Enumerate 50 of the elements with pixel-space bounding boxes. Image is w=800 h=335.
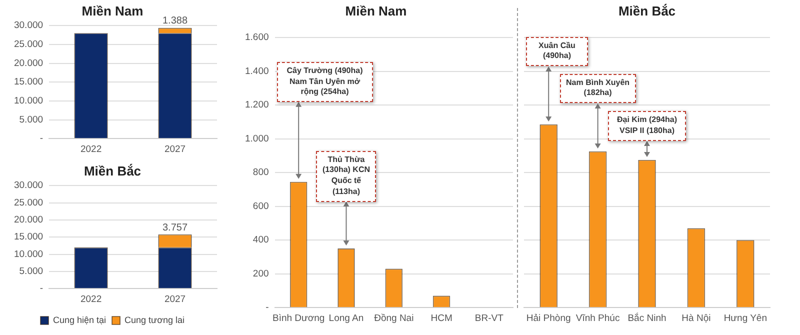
chart-title: Miền Nam xyxy=(345,3,407,18)
chart-title: Miền Bắc xyxy=(84,163,142,178)
y-tick-label: 1.000 xyxy=(244,133,269,144)
data-label: 3.757 xyxy=(162,222,188,234)
y-tick-label: 25.000 xyxy=(14,39,44,50)
x-tick-label: 2022 xyxy=(80,144,102,155)
chart-title: Miền Bắc xyxy=(618,3,676,18)
y-tick-label: 5.000 xyxy=(19,266,44,278)
note-box: Đại Kim (294ha) VSIP II (180ha) xyxy=(608,110,686,141)
y-tick-label: 200 xyxy=(252,268,269,280)
y-tick-label: 1.200 xyxy=(244,100,269,111)
x-tick-label: 2027 xyxy=(164,294,186,305)
note-box: Nam Bình Xuyên (182ha) xyxy=(560,74,636,104)
note-box: Xuân Cầu (490ha) xyxy=(526,36,588,66)
y-tick-label: 800 xyxy=(252,167,269,178)
y-tick-label: 20.000 xyxy=(14,214,44,226)
x-tick-label: Hải Phòng xyxy=(526,312,571,324)
legend-label: Cung hiện tại xyxy=(53,314,106,325)
y-tick-label: - xyxy=(40,133,44,144)
x-tick-label: Hưng Yên xyxy=(724,312,767,324)
y-tick-label: 400 xyxy=(252,234,269,246)
x-tick-label: Hà Nội xyxy=(682,312,711,324)
y-tick-label: 15.000 xyxy=(14,76,44,88)
x-tick-label: BR-VT xyxy=(474,312,504,324)
y-tick-label: - xyxy=(266,302,269,314)
legend-label: Cung tương lai xyxy=(124,314,185,325)
x-tick-label: HCM xyxy=(430,312,452,324)
x-tick-label: Bình Dương xyxy=(272,312,325,324)
y-tick-label: 30.000 xyxy=(14,180,44,192)
y-tick-label: 10.000 xyxy=(14,96,44,107)
x-tick-label: 2027 xyxy=(164,144,186,155)
y-tick-label: 10.000 xyxy=(14,248,44,260)
note-box: Cây Trường (490ha) Nam Tân Uyên mở rộng (254ha) xyxy=(276,62,373,102)
y-tick-label: - xyxy=(40,283,44,294)
x-tick-label: 2022 xyxy=(80,294,102,305)
y-tick-label: 30.000 xyxy=(14,20,44,32)
chart-title: Miền Nam xyxy=(82,3,144,18)
y-tick-label: 1.400 xyxy=(244,66,269,77)
x-tick-label: Vĩnh Phúc xyxy=(576,312,620,324)
y-tick-label: 20.000 xyxy=(14,58,44,69)
y-tick-label: 25.000 xyxy=(14,197,44,208)
y-tick-label: 5.000 xyxy=(19,114,44,126)
y-tick-label: 15.000 xyxy=(14,232,44,243)
y-tick-label: 1.600 xyxy=(244,32,269,44)
data-label: 1.388 xyxy=(162,16,188,27)
x-tick-label: Long An xyxy=(328,312,364,324)
y-tick-label: 600 xyxy=(252,200,269,212)
x-tick-label: Đồng Nai xyxy=(374,312,414,324)
x-tick-label: Bắc Ninh xyxy=(628,312,666,324)
note-box: Thủ Thừa (130ha) KCN Quốc tế (113ha) xyxy=(316,150,376,202)
